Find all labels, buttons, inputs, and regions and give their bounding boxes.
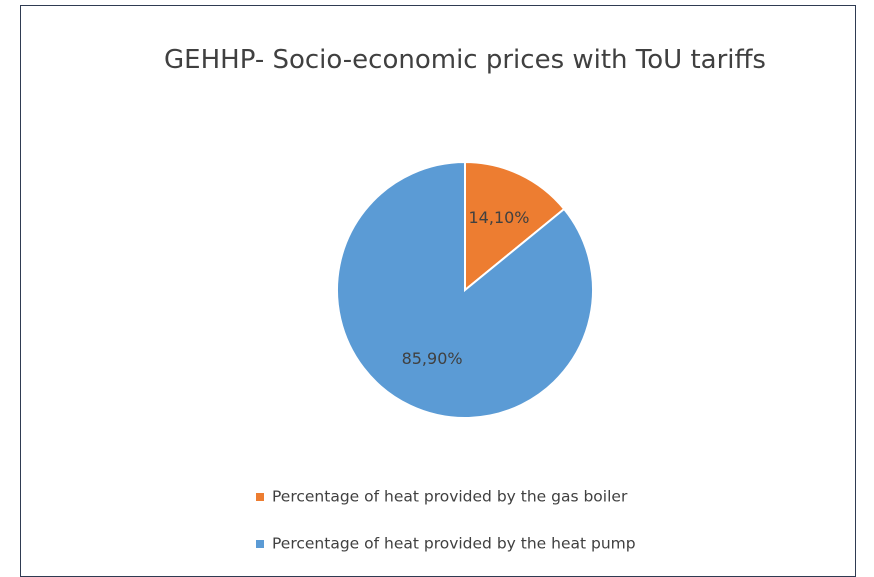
legend-swatch — [256, 493, 264, 501]
legend-label: Percentage of heat provided by the gas b… — [272, 488, 628, 506]
chart-title: GEHHP- Socio-economic prices with ToU ta… — [164, 45, 766, 75]
pie-slice — [464, 160, 566, 293]
pie-slice — [336, 160, 594, 419]
data-label: 85,90% — [402, 349, 463, 368]
legend-label: Percentage of heat provided by the heat … — [272, 535, 636, 553]
legend-swatch — [256, 540, 264, 548]
data-label: 14,10% — [469, 208, 530, 227]
